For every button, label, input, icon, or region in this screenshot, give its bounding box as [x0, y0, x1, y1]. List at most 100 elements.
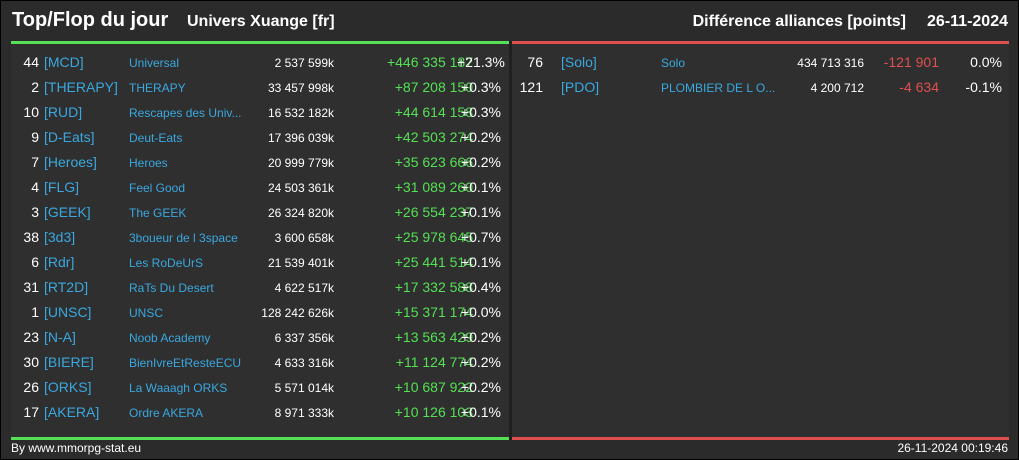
metric-label: Différence alliances [points]: [692, 13, 906, 30]
alliance-name[interactable]: Noob Academy: [129, 331, 211, 345]
alliance-tag[interactable]: [N-A]: [44, 329, 76, 345]
percent-change: 0.0%: [970, 54, 1002, 70]
alliance-name[interactable]: UNSC: [129, 306, 164, 320]
universe-label: Univers Xuange [fr]: [187, 13, 335, 30]
points-difference: -121 901: [883, 54, 939, 70]
alliance-name[interactable]: BienIvreEtResteECU: [129, 356, 242, 370]
alliance-points: 33 457 998k: [267, 81, 334, 95]
alliance-name[interactable]: 3boueur de l 3space: [129, 231, 238, 245]
alliance-points: 5 571 014k: [274, 381, 334, 395]
flop-panel: 76 [Solo] Solo 434 713 316 -121 901 0.0% 121 [P…: [512, 41, 1009, 440]
alliance-name[interactable]: Rescapes des Univ...: [129, 106, 242, 120]
percent-change: +0.2%: [460, 354, 501, 370]
alliance-rank: 9: [31, 129, 39, 145]
percent-change: +0.2%: [460, 379, 501, 395]
alliance-points: 434 713 316: [797, 56, 864, 70]
alliance-rank: 6: [31, 254, 39, 270]
alliance-name[interactable]: THERAPY: [129, 81, 186, 95]
table-row: 4 [FLG] Feel Good 24 503 361k +31 089 260 +0.…: [11, 175, 509, 200]
alliance-rank: 30: [23, 354, 39, 370]
table-row: 17 [AKERA] Ordre AKERA 8 971 333k +10 126 10…: [11, 400, 509, 425]
alliance-rank: 1: [31, 304, 39, 320]
alliance-tag[interactable]: [FLG]: [44, 179, 80, 195]
alliance-name[interactable]: Deut-Eats: [129, 131, 183, 145]
percent-change: +0.1%: [460, 404, 501, 420]
points-difference: +26 554 237: [394, 204, 473, 220]
table-row: 44 [MCD] Universal 2 537 599k +446 335 187 +2…: [11, 50, 509, 75]
percent-change: +0.3%: [460, 104, 501, 120]
alliance-tag[interactable]: [3d3]: [44, 229, 76, 245]
table-row: 26 [ORKS] La Waaagh ORKS 5 571 014k +10 687 …: [11, 375, 509, 400]
table-row: 3 [GEEK] The GEEK 26 324 820k +26 554 237 +0.…: [11, 200, 509, 225]
alliance-rank: 38: [23, 229, 39, 245]
points-difference: +17 332 588: [394, 279, 473, 295]
points-difference: +31 089 260: [394, 179, 473, 195]
alliance-tag[interactable]: [Rdr]: [44, 254, 75, 270]
percent-change: +0.1%: [460, 204, 501, 220]
table-row: 23 [N-A] Noob Academy 6 337 356k +13 563 429…: [11, 325, 509, 350]
alliance-rank: 17: [23, 404, 39, 420]
percent-change: +0.7%: [460, 229, 501, 245]
flop-list: 76 [Solo] Solo 434 713 316 -121 901 0.0% 121 [P…: [512, 50, 1009, 100]
top-panel: 44 [MCD] Universal 2 537 599k +446 335 187 +2…: [11, 41, 509, 440]
percent-change: +0.2%: [460, 129, 501, 145]
percent-change: +0.4%: [460, 279, 501, 295]
alliance-points: 21 539 401k: [267, 256, 334, 270]
percent-change: +0.1%: [460, 254, 501, 270]
top-list: 44 [MCD] Universal 2 537 599k +446 335 187 +2…: [11, 50, 509, 425]
alliance-tag[interactable]: [Heroes]: [44, 154, 97, 170]
alliance-name[interactable]: PLOMBIER DE L O...: [661, 81, 776, 95]
table-row: 7 [Heroes] Heroes 20 999 779k +35 623 666 +0.…: [11, 150, 509, 175]
alliance-rank: 76: [527, 54, 543, 70]
alliance-rank: 7: [31, 154, 39, 170]
alliance-name[interactable]: Solo: [661, 56, 686, 70]
alliance-tag[interactable]: [GEEK]: [44, 204, 91, 220]
points-difference: -4 634: [899, 79, 939, 95]
alliance-tag[interactable]: [AKERA]: [44, 404, 100, 420]
table-row: 30 [BIERE] BienIvreEtResteECU 4 633 316k +11…: [11, 350, 509, 375]
footer-timestamp: 26-11-2024 00:19:46: [897, 441, 1008, 455]
alliance-tag[interactable]: [MCD]: [44, 54, 84, 70]
alliance-name[interactable]: Ordre AKERA: [129, 406, 204, 420]
percent-change: +0.3%: [460, 79, 501, 95]
alliance-points: 8 971 333k: [274, 406, 334, 420]
alliance-name[interactable]: The GEEK: [129, 206, 187, 220]
alliance-tag[interactable]: [BIERE]: [44, 354, 94, 370]
alliance-tag[interactable]: [RT2D]: [44, 279, 89, 295]
alliance-name[interactable]: La Waaagh ORKS: [129, 381, 228, 395]
alliance-points: 6 337 356k: [274, 331, 334, 345]
points-difference: +446 335 187: [386, 54, 473, 70]
alliance-rank: 23: [23, 329, 39, 345]
alliance-rank: 121: [519, 79, 543, 95]
alliance-tag[interactable]: [D-Eats]: [44, 129, 95, 145]
alliance-points: 128 242 626k: [261, 306, 334, 320]
alliance-name[interactable]: Heroes: [129, 156, 168, 170]
table-row: 9 [D-Eats] Deut-Eats 17 396 039k +42 503 274…: [11, 125, 509, 150]
source-credit: By www.mmorpg-stat.eu: [11, 441, 142, 455]
alliance-name[interactable]: RaTs Du Desert: [129, 281, 214, 295]
header: Top/Flop du jour Univers Xuange [fr] Dif…: [1, 1, 1018, 41]
alliance-points: 20 999 779k: [267, 156, 334, 170]
alliance-tag[interactable]: [ORKS]: [44, 379, 92, 395]
table-row: 10 [RUD] Rescapes des Univ... 16 532 182k +4…: [11, 100, 509, 125]
alliance-points: 3 600 658k: [274, 231, 334, 245]
alliance-tag[interactable]: [Solo]: [561, 54, 597, 70]
table-row: 31 [RT2D] RaTs Du Desert 4 622 517k +17 332 …: [11, 275, 509, 300]
alliance-name[interactable]: Feel Good: [129, 181, 186, 195]
alliance-tag[interactable]: [PDO]: [561, 79, 600, 95]
points-difference: +13 563 429: [394, 329, 473, 345]
table-row: 121 [PDO] PLOMBIER DE L O... 4 200 712 -4 63…: [512, 75, 1009, 100]
alliance-name[interactable]: Les RoDeUrS: [129, 256, 204, 270]
points-difference: +25 978 645: [394, 229, 473, 245]
percent-change: +0.1%: [460, 179, 501, 195]
points-difference: +15 371 174: [394, 304, 473, 320]
points-difference: +10 687 922: [394, 379, 473, 395]
alliance-name[interactable]: Universal: [129, 56, 180, 70]
alliance-points: 4 200 712: [810, 81, 864, 95]
alliance-tag[interactable]: [THERAPY]: [44, 79, 118, 95]
alliance-tag[interactable]: [UNSC]: [44, 304, 92, 320]
points-difference: +11 124 774: [395, 354, 473, 370]
table-row: 1 [UNSC] UNSC 128 242 626k +15 371 174 +0.0%: [11, 300, 509, 325]
alliance-tag[interactable]: [RUD]: [44, 104, 83, 120]
table-row: 2 [THERAPY] THERAPY 33 457 998k +87 208 150 +…: [11, 75, 509, 100]
